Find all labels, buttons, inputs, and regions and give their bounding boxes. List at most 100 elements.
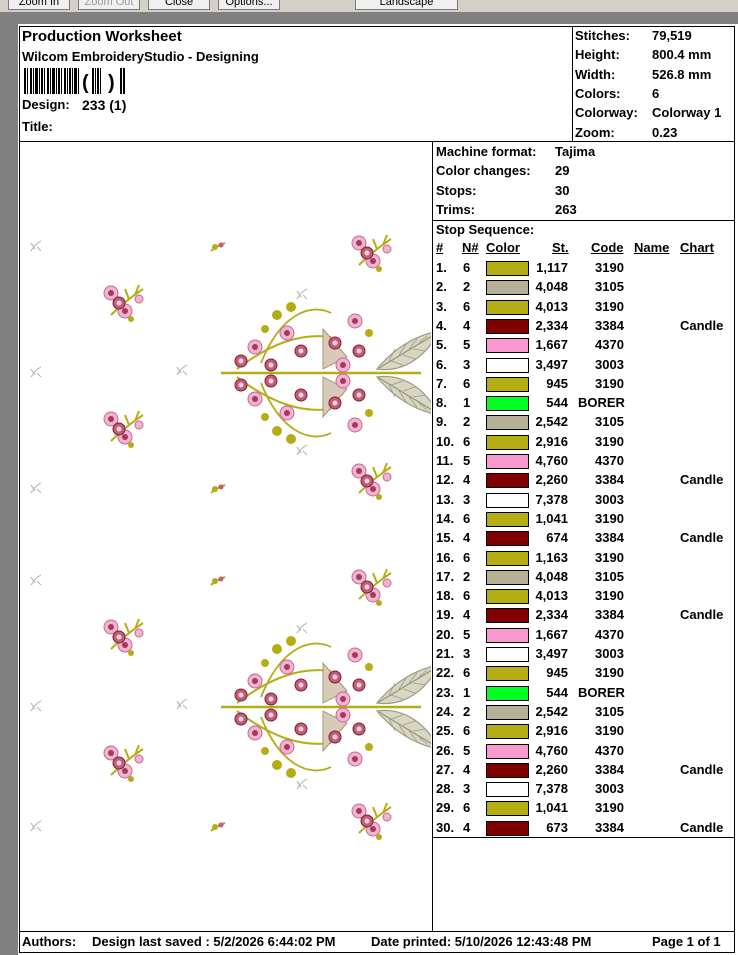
row-needle: 3 [463,781,471,797]
row-needle: 5 [463,453,471,468]
zoom-out-button[interactable]: Zoom Out [78,0,140,10]
color-swatch [486,569,529,585]
row-index: 27. [436,761,455,777]
color-swatch [486,261,529,276]
machine-value: 29 [555,163,570,179]
stat-label: Width: [575,66,616,82]
row-stitches: 674 [546,530,568,546]
color-swatch [486,666,529,682]
row-code: 3003 [595,356,624,372]
row-needle: 2 [463,703,471,719]
color-swatch [486,550,529,566]
row-stitches: 945 [546,375,568,391]
svg-text:(: ( [82,72,89,94]
row-code: 3105 [595,414,624,430]
row-chart: Candle [680,472,724,488]
stat-value: 526.8 mm [652,66,712,82]
row-index: 5. [436,337,447,353]
color-swatch [486,762,529,778]
color-swatch [486,454,529,469]
color-swatch [486,396,529,412]
color-swatch [486,338,529,354]
row-needle: 5 [463,626,471,642]
row-index: 7. [436,375,447,391]
row-index: 3. [436,298,447,314]
sequence-bottom-line [432,837,734,838]
color-swatch [486,376,529,392]
row-needle: 4 [463,761,471,777]
row-index: 28. [436,781,455,797]
machine-value: 263 [555,201,577,217]
row-index: 13. [436,491,455,507]
row-index: 22. [436,665,455,681]
row-needle: 6 [463,375,471,391]
color-swatch [486,589,529,605]
color-swatch [486,357,529,373]
color-swatch [486,724,529,740]
header-divider [572,27,573,141]
row-index: 16. [436,549,455,565]
landscape-button[interactable]: Landscape [355,0,458,10]
close-button[interactable]: Close [148,0,210,10]
machine-label: Stops: [436,182,477,198]
row-stitches: 4,048 [535,568,568,584]
stat-value: Colorway 1 [652,105,722,121]
row-stitches: 7,378 [535,491,568,507]
svg-text:): ) [108,72,115,94]
row-stitches: 1,667 [535,337,568,353]
color-swatch [486,318,529,334]
stat-value: 79,519 [652,28,692,43]
row-index: 2. [436,279,447,295]
row-index: 11. [436,453,454,468]
title-label: Title: [22,119,53,134]
row-index: 23. [436,684,455,700]
row-stitches: 2,260 [535,472,568,488]
row-index: 14. [436,510,455,526]
row-stitches: 4,760 [535,742,568,758]
row-index: 4. [436,317,447,333]
row-code: 4370 [595,453,624,468]
color-swatch [486,608,529,624]
row-stitches: 2,542 [535,703,568,719]
color-swatch [486,511,529,527]
machine-label: Machine format: [436,144,537,159]
row-index: 10. [436,433,455,449]
row-code: 4370 [595,742,624,758]
color-swatch [486,280,529,296]
worksheet: Production Worksheet Wilcom EmbroiderySt… [19,26,735,953]
row-chart: Candle [680,317,724,333]
row-stitches: 2,334 [535,607,568,623]
stat-label: Colorway: [575,105,638,121]
header-bottom-line [20,141,734,142]
row-index: 24. [436,703,455,719]
row-stitches: 2,334 [535,317,568,333]
design-value: 233 (1) [82,97,127,113]
row-stitches: 4,048 [535,279,568,295]
row-index: 21. [436,646,455,661]
col-header-name: Name [634,240,670,255]
barcode-icon: ( ) [24,68,125,94]
color-swatch [486,299,529,315]
row-stitches: 4,760 [535,453,568,468]
row-needle: 4 [463,530,471,546]
row-code: 3384 [595,317,624,333]
row-index: 12. [436,472,455,488]
row-index: 15. [436,530,455,546]
color-swatch [486,473,529,489]
row-code: 3190 [595,800,624,816]
row-index: 17. [436,568,455,584]
row-chart: Candle [680,761,724,777]
design-preview [30,143,431,929]
row-stitches: 1,667 [535,626,568,642]
machine-value: 30 [555,182,570,198]
row-code: 3003 [595,781,624,797]
row-stitches: 3,497 [535,646,568,661]
machine-bottom-line [432,220,734,221]
row-code: 3190 [595,723,624,739]
zoom-in-button[interactable]: Zoom In [8,0,70,10]
row-stitches: 544 [546,684,568,700]
col-header-stitches: St. [552,240,569,255]
row-code: 3190 [595,588,624,604]
options-button[interactable]: Options... [218,0,280,10]
print-preview-page: Production Worksheet Wilcom EmbroiderySt… [18,24,738,955]
